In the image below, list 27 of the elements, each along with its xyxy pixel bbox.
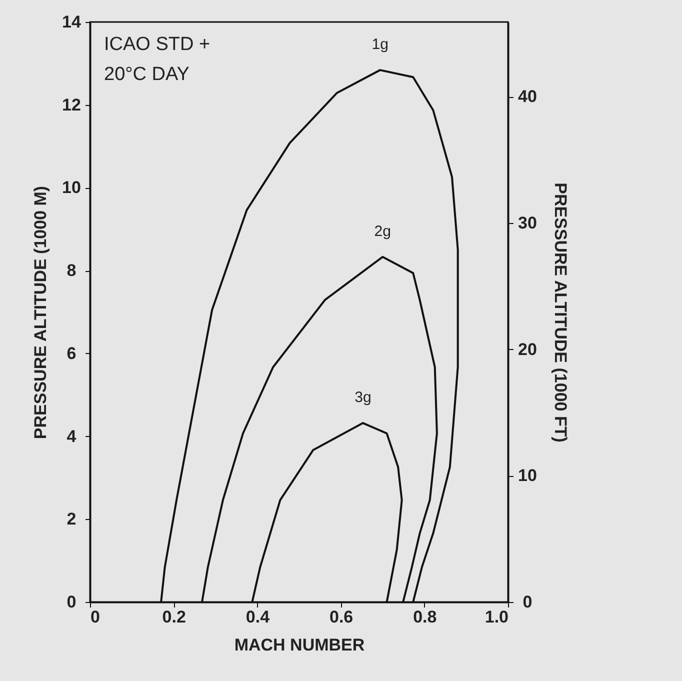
y-axis-title: PRESSURE ALTITUDE (1000 M) <box>31 186 50 440</box>
y2-tick-label: 30 <box>518 213 537 232</box>
x-axis-title: MACH NUMBER <box>234 636 365 654</box>
y-tick-label: 0 <box>66 592 76 612</box>
x-tick-label: 0 <box>90 608 100 626</box>
y2-axis-title: PRESSURE ALTITUDE (1000 FT) <box>550 182 570 442</box>
y2-tick-label: 10 <box>518 466 537 486</box>
y-tick-label: 6 <box>66 344 76 363</box>
annotation: 20°C DAY <box>104 64 190 85</box>
x-tick-label: 0.8 <box>413 608 437 626</box>
y2-tick-label: 0 <box>522 592 532 612</box>
y2-tick-label: 40 <box>518 87 537 106</box>
x-tick-label: 0.6 <box>329 608 354 626</box>
annotation: ICAO STD + <box>104 34 210 55</box>
x-tick-label: 0.2 <box>162 608 186 626</box>
y-tick-label: 4 <box>66 426 77 446</box>
series-label: 1g <box>372 36 388 54</box>
x-tick-label: 0.4 <box>246 608 270 626</box>
y-tick-label: 2 <box>66 510 76 529</box>
y-tick-label: 8 <box>66 261 76 280</box>
series-label: 2g <box>374 222 391 240</box>
series-label: 3g <box>354 389 372 406</box>
y-tick-label: 14 <box>62 12 82 32</box>
y-tick-label: 12 <box>62 95 81 114</box>
y2-tick-label: 20 <box>518 340 537 359</box>
y-tick-label: 10 <box>62 178 81 198</box>
x-tick-label: 1.0 <box>484 608 508 626</box>
